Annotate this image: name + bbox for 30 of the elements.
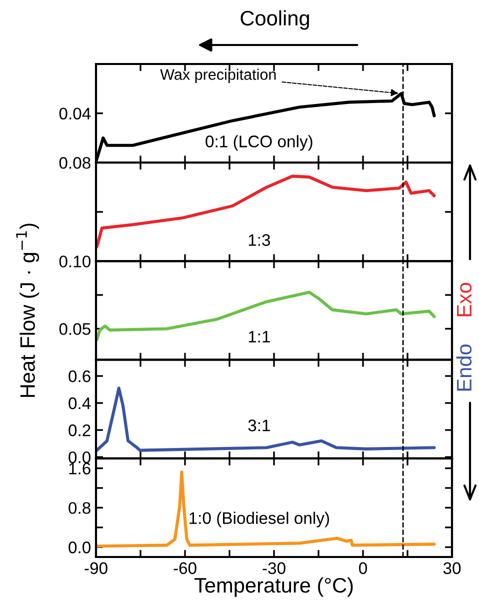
y-tick-label: 0.0 [68, 451, 90, 464]
y-tick-label: 0.04 [59, 108, 91, 120]
text: Cooling [240, 10, 309, 30]
y-tick-label: 0.10 [59, 256, 90, 268]
series-label: 0:1 (LCO only) [206, 135, 312, 151]
text: Endo [456, 344, 472, 391]
line-series [96, 290, 436, 342]
y-axis-title: Heat Flow (J · g$^{−1}$) [16, 224, 40, 397]
y-tick-label: 0.6 [68, 370, 90, 382]
series-label: 1:1 [248, 330, 270, 342]
y-tick-label: 0.4 [68, 397, 91, 410]
x-tick-label: 0 [359, 562, 367, 574]
y-tick-label: 0.8 [68, 502, 90, 514]
series-label: 3:1 [248, 420, 270, 432]
x-tick-label: -60 [174, 562, 196, 574]
x-tick-label: -30 [262, 562, 286, 574]
x-tick-label: -90 [84, 562, 108, 574]
y-tick-label: 0.0 [68, 542, 90, 554]
y-tick-label: 0.08 [59, 157, 90, 169]
line-series [96, 386, 436, 452]
y-tick-label: 0.05 [59, 323, 90, 335]
text: Exo [457, 282, 472, 316]
y-tick-label: 0.2 [68, 424, 90, 436]
x-axis-title: Temperature (°C) [194, 577, 353, 597]
series-label: 1:3 [248, 234, 270, 246]
line-series [96, 470, 436, 548]
annotation: Wax precipitation [160, 68, 276, 83]
series-label: 1:0 (Biodiesel only) [190, 512, 330, 528]
x-tick-label: 30 [443, 562, 461, 574]
y-tick-label: 1.6 [69, 462, 90, 474]
